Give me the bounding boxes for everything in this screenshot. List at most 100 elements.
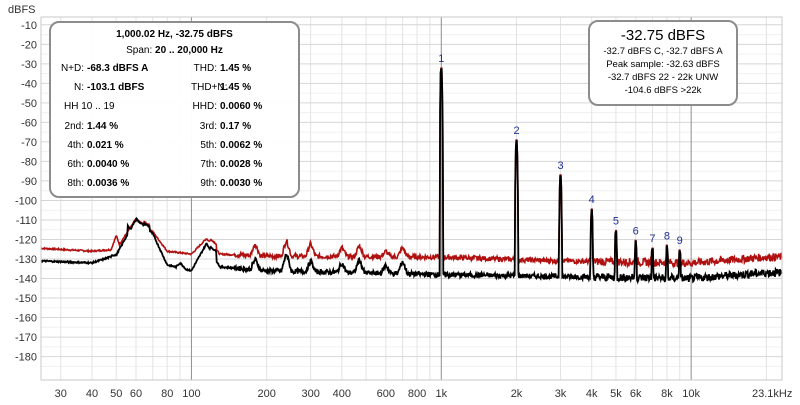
x-axis-end-label: 23.1kHz xyxy=(752,388,792,400)
stat-value: 1.45 % xyxy=(220,82,252,94)
grid-minor xyxy=(41,17,782,380)
harmonic-label: 6 xyxy=(633,225,639,237)
plot-frame xyxy=(40,16,783,381)
harmonic-label: 1 xyxy=(438,53,444,65)
stats-row: N: -103.1 dBFS THD+N: 1.45 % xyxy=(51,78,298,97)
level-line-2: Peak sample: -32.63 dBFS xyxy=(606,59,720,70)
level-line-4: -104.6 dBFS >22k xyxy=(624,85,702,96)
x-tick-label: 4k xyxy=(586,388,598,400)
stat-value: -68.3 dBFS A xyxy=(87,63,149,74)
y-tick-label: -40 xyxy=(21,78,37,90)
stats-row: 2nd: 1.44 % 3rd: 0.17 % xyxy=(51,117,298,136)
x-tick-label: 60 xyxy=(130,388,142,400)
stats-row: 6th: 0.0040 % 7th: 0.0028 % xyxy=(51,155,298,174)
stat-key: 8th: xyxy=(67,178,84,190)
harmonic-label: 3 xyxy=(557,160,563,172)
stat-key: 9th: xyxy=(200,178,217,190)
stat-key: HH 10 .. 19 xyxy=(64,101,115,113)
level-panel: -32.75 dBFS -32.7 dBFS C, -32.7 dBFS A P… xyxy=(588,20,738,106)
stat-value: 1.45 % xyxy=(220,63,252,74)
x-tick-label: 200 xyxy=(257,388,275,400)
y-tick-label: -30 xyxy=(21,59,37,71)
y-tick-label: -10 xyxy=(21,20,37,32)
series-trace-2 xyxy=(40,68,783,285)
stat-key: THD: xyxy=(193,63,217,74)
stat-value: 0.0036 % xyxy=(87,178,130,190)
x-tick-label: 5k xyxy=(610,388,622,400)
y-tick-label: -130 xyxy=(15,254,37,266)
stat-value: -103.1 dBFS xyxy=(87,82,145,94)
x-tick-label: 3k xyxy=(555,388,567,400)
stat-value: 1.44 % xyxy=(87,120,119,132)
y-tick-label: -120 xyxy=(15,234,37,246)
stat-key: 6th: xyxy=(67,158,84,170)
stat-key: N+D: xyxy=(60,63,84,74)
x-tick-label: 1k xyxy=(435,388,447,400)
stats-row: HH 10 .. 19 HHD: 0.0060 % xyxy=(51,97,298,116)
stat-value: 0.0030 % xyxy=(220,178,263,190)
stats-row: 8th: 0.0036 % 9th: 0.0030 % xyxy=(51,174,298,193)
stats-span: Span: 20 .. 20,000 Hz xyxy=(51,43,298,59)
x-tick-label: 10k xyxy=(682,388,700,400)
stats-row: N+D: -68.3 dBFS A THD: 1.45 % xyxy=(51,59,298,78)
harmonic-label: 7 xyxy=(649,233,655,245)
stat-key: N: xyxy=(74,82,84,94)
x-tick-label: 50 xyxy=(110,388,122,400)
y-tick-label: -50 xyxy=(21,98,37,110)
y-tick-label: -60 xyxy=(21,117,37,129)
y-tick-label: -100 xyxy=(15,195,37,207)
y-tick-label: -160 xyxy=(15,313,37,325)
span-value: 20 .. 20,000 Hz xyxy=(155,45,223,56)
y-tick-label: -110 xyxy=(16,215,37,227)
stat-value: 0.17 % xyxy=(220,120,252,132)
stat-key: THD+N: xyxy=(191,82,228,94)
stat-key: 4th: xyxy=(67,139,84,151)
stat-value: 0.0060 % xyxy=(220,101,263,113)
x-tick-label: 6k xyxy=(630,388,642,400)
level-line-1: -32.7 dBFS C, -32.7 dBFS A xyxy=(603,46,723,57)
y-tick-label: -70 xyxy=(21,137,37,149)
harmonic-label: 5 xyxy=(613,216,619,228)
series-layer xyxy=(40,67,783,285)
level-main: -32.75 dBFS xyxy=(620,27,706,44)
stat-value: 0.0028 % xyxy=(220,158,263,170)
stats-row: 4th: 0.021 % 5th: 0.0062 % xyxy=(51,136,298,155)
level-line-3: -32.7 dBFS 22 - 22k UNW xyxy=(607,72,719,83)
harmonic-labels: 1 2 3 4 5 67 8 9 xyxy=(438,53,683,247)
y-axis-label: dBFS xyxy=(8,4,36,16)
stat-key: HHD: xyxy=(192,101,217,113)
harmonic-label: 8 xyxy=(664,230,670,242)
y-tick-label: -20 xyxy=(21,39,37,51)
series-trace-1 xyxy=(40,67,783,269)
stats-header: 1,000.02 Hz, -32.75 dBFS xyxy=(116,29,233,40)
x-tick-label: 30 xyxy=(55,388,67,400)
span-label: Span: xyxy=(126,45,153,56)
x-tick-label: 40 xyxy=(86,388,98,400)
stat-value: 0.021 % xyxy=(87,139,124,151)
y-tick-label: -80 xyxy=(21,156,37,168)
stat-value: 0.0040 % xyxy=(87,158,130,170)
stats-rows: N+D: -68.3 dBFS A THD: 1.45 % N: -103.1 dBFS T… xyxy=(51,59,298,193)
stat-key: 2nd: xyxy=(64,120,84,132)
x-tick-label: 600 xyxy=(377,388,395,400)
stat-value: 0.0062 % xyxy=(220,139,263,151)
harmonic-label: 2 xyxy=(513,125,519,137)
x-tick-label: 100 xyxy=(182,388,200,400)
x-tick-label: 8k xyxy=(661,388,673,400)
stat-key: 3rd: xyxy=(199,120,217,132)
x-tick-label: 800 xyxy=(408,388,426,400)
stat-key: 7th: xyxy=(200,158,217,170)
y-tick-label: -170 xyxy=(15,332,37,344)
stats-panel: 1,000.02 Hz, -32.75 dBFS Span: 20 .. 20,… xyxy=(49,21,300,198)
x-tick-label: 80 xyxy=(161,388,173,400)
y-tick-label: -90 xyxy=(21,176,37,188)
y-tick-label: -180 xyxy=(15,352,37,364)
stat-key: 5th: xyxy=(200,139,217,151)
y-tick-labels: -10 -20 -30 -40 -50 -60 -70 -80 -90 -100 -110 -120 -… xyxy=(15,20,37,364)
x-tick-label: 2k xyxy=(511,388,523,400)
harmonic-label: 9 xyxy=(677,235,683,247)
x-tick-label: 400 xyxy=(333,388,351,400)
x-tick-label: 300 xyxy=(301,388,319,400)
x-tick-labels: 30 40 50 60 80 100 200 300 400 600 800 1k 2k 3k 4k 5k 6k… xyxy=(55,388,701,400)
y-tick-label: -150 xyxy=(15,293,37,305)
